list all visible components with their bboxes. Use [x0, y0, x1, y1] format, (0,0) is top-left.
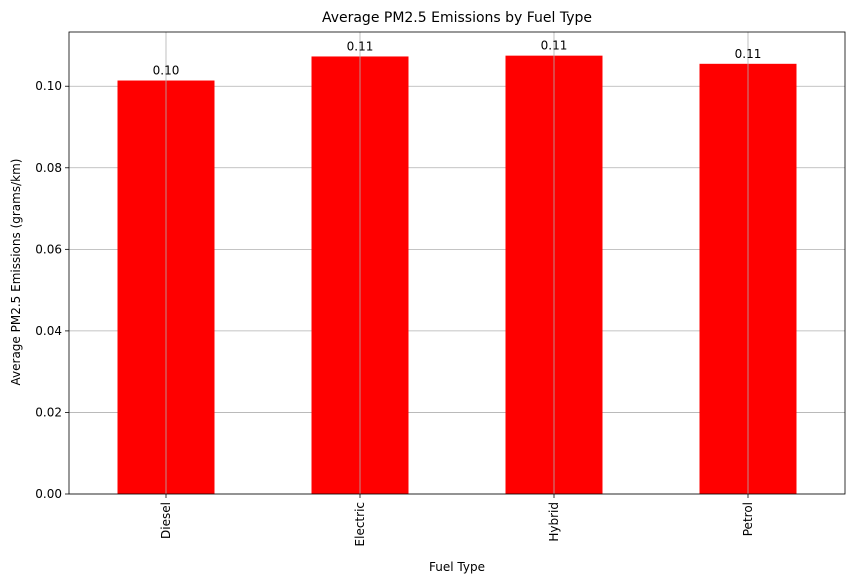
y-tick-label: 0.06 — [35, 242, 62, 256]
x-tick-label: Electric — [353, 502, 367, 546]
y-tick-label: 0.04 — [35, 324, 62, 338]
y-axis-ticks: 0.00 0.02 0.04 0.06 0.08 0.10 — [35, 79, 69, 501]
y-tick-label: 0.08 — [35, 161, 62, 175]
x-axis-label: Fuel Type — [429, 560, 485, 574]
data-label: 0.11 — [735, 47, 762, 61]
data-label: 0.10 — [153, 64, 180, 78]
plot-frame — [68, 31, 846, 495]
y-axis-label: Average PM2.5 Emissions (grams/km) — [9, 159, 23, 386]
data-labels: 0.10 0.11 0.11 0.11 — [153, 39, 762, 78]
bars — [117, 55, 797, 495]
y-tick-label: 0.00 — [35, 487, 62, 501]
y-tick-label: 0.10 — [35, 79, 62, 93]
chart-title: Average PM2.5 Emissions by Fuel Type — [322, 10, 592, 26]
x-tick-label: Petrol — [741, 502, 755, 536]
x-tick-label: Diesel — [159, 502, 173, 539]
data-label: 0.11 — [541, 39, 568, 53]
x-grid-lines — [165, 32, 749, 494]
x-axis-ticks: Diesel Electric Hybrid Petrol — [159, 494, 755, 546]
data-label: 0.11 — [347, 39, 374, 53]
y-tick-label: 0.02 — [35, 405, 62, 419]
x-tick-label: Hybrid — [547, 502, 561, 542]
